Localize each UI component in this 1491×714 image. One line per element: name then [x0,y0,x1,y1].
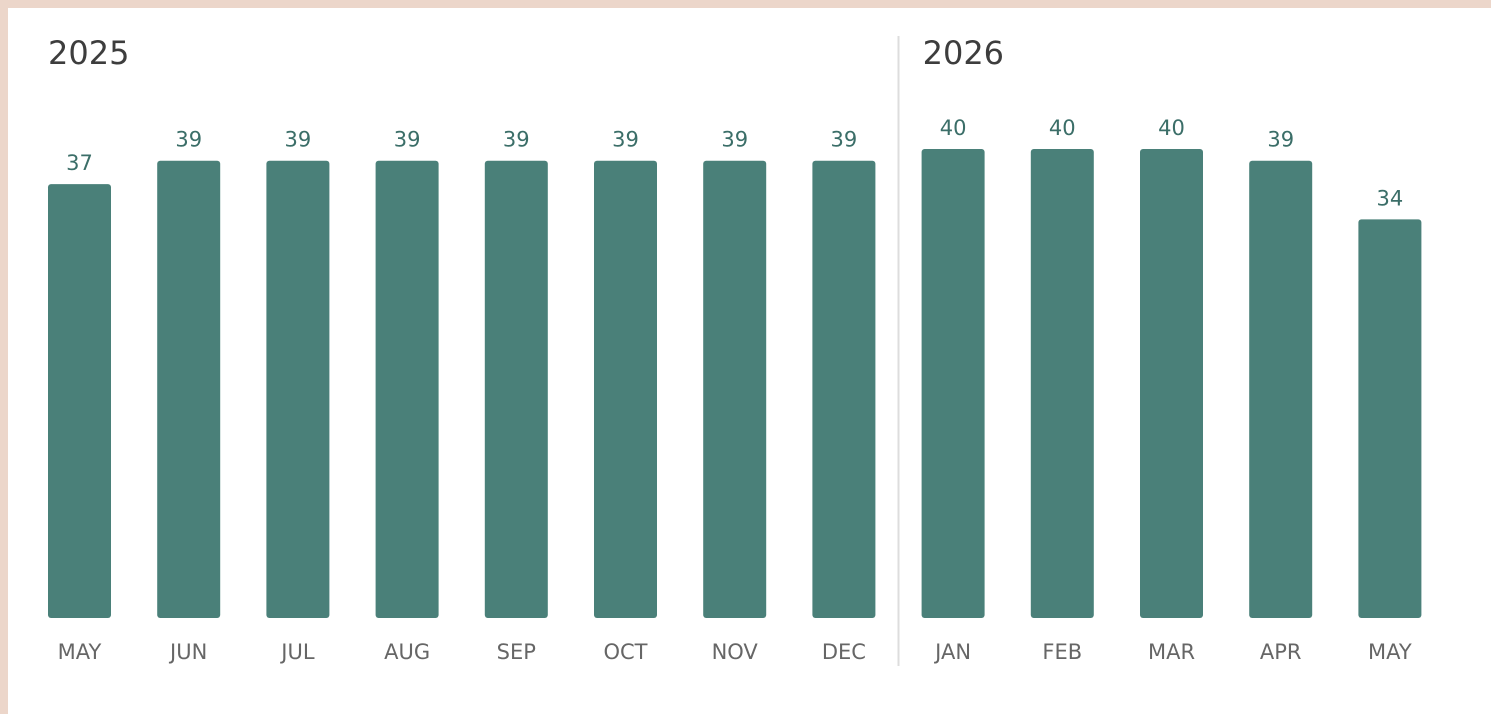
bar [1140,149,1203,618]
x-tick-label: SEP [497,640,536,664]
bar [1249,160,1313,618]
bar [484,160,548,618]
value-label: 34 [1377,186,1404,210]
bar [594,160,657,618]
x-tick-label: OCT [603,640,647,664]
x-tick-label: JUN [168,640,207,664]
value-label: 39 [503,128,530,152]
bar [266,160,330,618]
x-tick-label: MAY [1368,640,1412,664]
value-label: 40 [1158,116,1185,140]
bar [157,160,221,618]
value-label: 40 [1049,116,1076,140]
value-label: 40 [940,116,967,140]
x-tick-label: FEB [1042,640,1082,664]
value-label: 39 [612,128,639,152]
bar [921,149,985,618]
x-tick-label: MAY [58,640,102,664]
value-label: 39 [285,128,312,152]
value-label: 39 [394,128,421,152]
bar [1358,219,1422,618]
bar [375,160,439,618]
x-tick-label: APR [1260,640,1302,664]
year-label: 2025 [48,34,129,72]
value-label: 39 [175,128,202,152]
bar [48,184,111,619]
bar [1030,149,1094,618]
value-label: 39 [831,128,858,152]
x-tick-label: MAR [1148,640,1195,664]
value-label: 39 [721,128,748,152]
x-tick-label: DEC [822,640,866,664]
x-tick-label: JAN [933,640,971,664]
bar [812,160,876,618]
x-tick-label: AUG [384,640,430,664]
year-label: 2026 [923,34,1004,72]
value-label: 37 [66,151,93,175]
value-label: 39 [1267,128,1294,152]
x-tick-label: NOV [712,640,759,664]
x-tick-label: JUL [279,640,315,664]
bar [703,160,767,618]
